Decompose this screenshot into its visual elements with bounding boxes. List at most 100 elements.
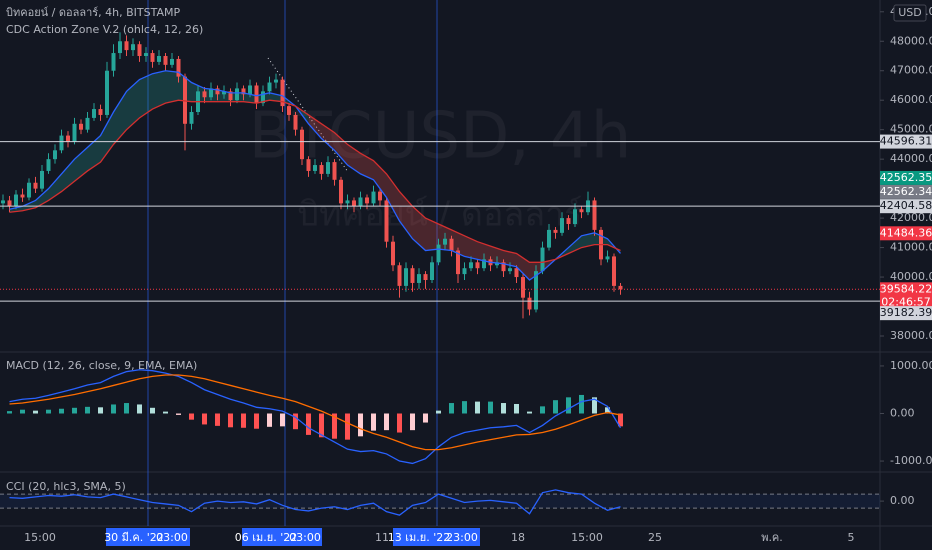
- histogram-bar: [462, 401, 467, 414]
- candle-body: [79, 123, 83, 130]
- currency-button[interactable]: [893, 4, 927, 22]
- x-tick-label: 13 เม.ย. '22: [388, 531, 450, 544]
- candle-body: [46, 159, 51, 171]
- candle-body: [66, 135, 70, 142]
- candle-body: [326, 162, 330, 174]
- currency[interactable]: USD: [898, 6, 922, 19]
- price-label-bg: [880, 282, 932, 310]
- candle-body: [118, 41, 122, 54]
- zone-fill: [308, 114, 322, 139]
- candle-body: [170, 58, 174, 65]
- candle-body: [293, 114, 298, 130]
- candle-body: [144, 53, 148, 56]
- x-tick-label: 11: [375, 531, 389, 544]
- candle-body: [612, 256, 616, 286]
- zone-fill: [464, 235, 478, 260]
- histogram-bar: [293, 413, 298, 430]
- price-label: 42562.35: [880, 171, 932, 184]
- histogram-bar: [280, 413, 285, 427]
- histogram-bar: [319, 413, 324, 438]
- candle-body: [1, 200, 5, 204]
- zone-fill: [490, 246, 504, 264]
- histogram-bar: [449, 403, 454, 414]
- histogram-bar: [20, 409, 25, 414]
- candle-body: [306, 159, 311, 171]
- candle-body: [345, 200, 350, 204]
- histogram-bar: [98, 407, 103, 414]
- histogram-bar: [163, 411, 168, 414]
- candle-body: [280, 79, 285, 107]
- candle-body: [352, 200, 356, 207]
- candle-body: [430, 262, 434, 280]
- candle-body: [566, 218, 571, 224]
- watermark: BTCUSD, 4h บิทคอยน์ / ดอลลาร์: [249, 100, 632, 235]
- cci-band: [0, 494, 880, 509]
- x-tick-label: 25: [648, 531, 662, 544]
- symbol-title: บิทคอยน์ / ดอลลาร์, 4h, BITSTAMP: [6, 6, 181, 19]
- price-label: 42404.58: [880, 199, 932, 212]
- candle-body: [469, 262, 473, 269]
- histogram-bar: [436, 410, 441, 414]
- axes: 49000.0048000.0047000.0046000.0045000.00…: [24, 5, 932, 544]
- candle-body: [319, 165, 324, 174]
- candle-body: [241, 88, 246, 95]
- x-tick-label: 15:00: [571, 531, 603, 544]
- candle-body: [222, 91, 226, 95]
- histogram-bar: [332, 413, 337, 439]
- zone-fill: [100, 112, 114, 163]
- x-tick-label: 30 มี.ค. '22: [104, 531, 164, 544]
- histogram-bar: [397, 413, 402, 433]
- candle-body: [124, 41, 129, 51]
- x-tick-label: 18: [511, 531, 525, 544]
- indicator-line: [9, 369, 622, 465]
- candle-body: [417, 274, 421, 283]
- zone-fill: [412, 206, 426, 251]
- candle-body: [339, 179, 343, 204]
- zone-fill: [360, 153, 374, 180]
- histogram-bar: [475, 401, 480, 414]
- candle-body: [579, 209, 584, 213]
- histogram-bar: [345, 413, 350, 440]
- time-highlight: [106, 528, 190, 546]
- cci-title: CCI (20, hlc3, SMA, 5): [6, 480, 126, 493]
- candle-body: [53, 150, 57, 160]
- price-label: 41484.36: [880, 226, 932, 239]
- histogram-bar: [618, 413, 623, 427]
- candle-body: [313, 165, 317, 171]
- candle-body: [540, 247, 545, 272]
- price-label-bg: [880, 199, 932, 214]
- candle-body: [501, 262, 506, 272]
- y-tick-label: 45000.00: [890, 123, 932, 136]
- x-tick-label: 06 เม.ย. '22: [235, 531, 297, 544]
- candle-body: [410, 268, 415, 283]
- candle-body: [33, 182, 38, 189]
- y-tick-label: 41000.00: [890, 241, 932, 254]
- zone-fill: [87, 135, 101, 171]
- candle-body: [261, 91, 265, 104]
- candle-body: [384, 200, 389, 242]
- candle-body: [397, 265, 402, 286]
- y-tick-label: 38000.00: [890, 329, 932, 342]
- watermark-sub: บิทคอยน์ / ดอลลาร์: [298, 195, 583, 235]
- histogram-bar: [514, 403, 519, 414]
- candle-body: [365, 197, 369, 204]
- histogram-bar: [7, 411, 12, 414]
- candle-body: [111, 53, 116, 71]
- candle-body: [462, 268, 467, 275]
- histogram-bar: [215, 413, 220, 426]
- y-tick-label: -1000.00: [890, 454, 932, 467]
- candle-body: [618, 285, 623, 290]
- histogram-bar: [176, 413, 181, 415]
- x-tick-label: 5: [848, 531, 855, 544]
- zone-fill: [35, 188, 49, 208]
- candle-body: [92, 109, 96, 118]
- y-tick-label: 44000.00: [890, 152, 932, 165]
- histogram-bar: [566, 397, 571, 414]
- candle-body: [404, 268, 408, 286]
- histogram-bar: [111, 404, 116, 414]
- candle-body: [202, 91, 207, 98]
- histogram-bar: [137, 404, 142, 414]
- histogram-bar: [33, 410, 38, 414]
